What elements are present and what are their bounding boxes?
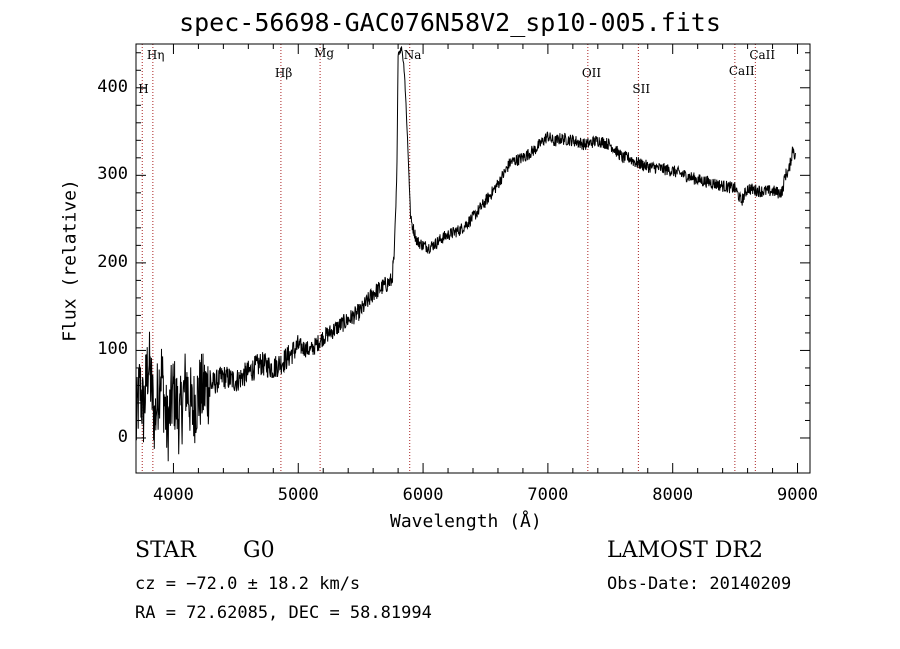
flux-series-line <box>135 46 796 462</box>
survey-name: LAMOST DR2 <box>607 538 763 563</box>
spectral-line-label: SII <box>632 82 651 96</box>
x-tick-label: 6000 <box>402 485 444 505</box>
y-axis-label: Flux (relative) <box>59 179 81 342</box>
spectral-line-label: Mg <box>314 46 335 60</box>
x-tick-label: 4000 <box>152 485 194 505</box>
spectral-line-markers <box>141 44 756 473</box>
x-tick-label: 9000 <box>777 485 818 505</box>
spectral-line-label: OII <box>581 66 602 80</box>
spectral-line-label: CaII <box>749 48 776 62</box>
x-tick-label: 7000 <box>527 485 569 505</box>
object-subclass: G0 <box>243 538 275 563</box>
y-tick-label: 400 <box>97 76 128 97</box>
plot-frame <box>135 43 811 474</box>
plot-border <box>135 43 811 474</box>
y-tick-label: 100 <box>97 339 128 360</box>
x-tick-label: 8000 <box>652 485 694 505</box>
y-tick-label: 300 <box>97 164 128 185</box>
x-axis-label: Wavelength (Å) <box>390 511 542 532</box>
object-class: STAR <box>135 538 196 563</box>
chart-title: spec-56698-GAC076N58V2_sp10-005.fits <box>179 8 721 37</box>
spectral-line-label: Hη <box>146 48 165 62</box>
coordinates: RA = 72.62085, DEC = 58.81994 <box>135 603 432 623</box>
spectral-line-label: Na <box>403 48 422 62</box>
redshift-cz: cz = −72.0 ± 18.2 km/s <box>135 574 361 594</box>
x-tick-label: 5000 <box>277 485 319 505</box>
y-tick-label: 0 <box>117 426 128 447</box>
y-tick-label: 200 <box>97 251 128 272</box>
spectral-line-label: CaII <box>728 64 755 78</box>
spectral-line-label: H <box>138 82 149 96</box>
spectral-line-label: Hβ <box>274 66 293 80</box>
observation-date: Obs-Date: 20140209 <box>607 574 792 594</box>
